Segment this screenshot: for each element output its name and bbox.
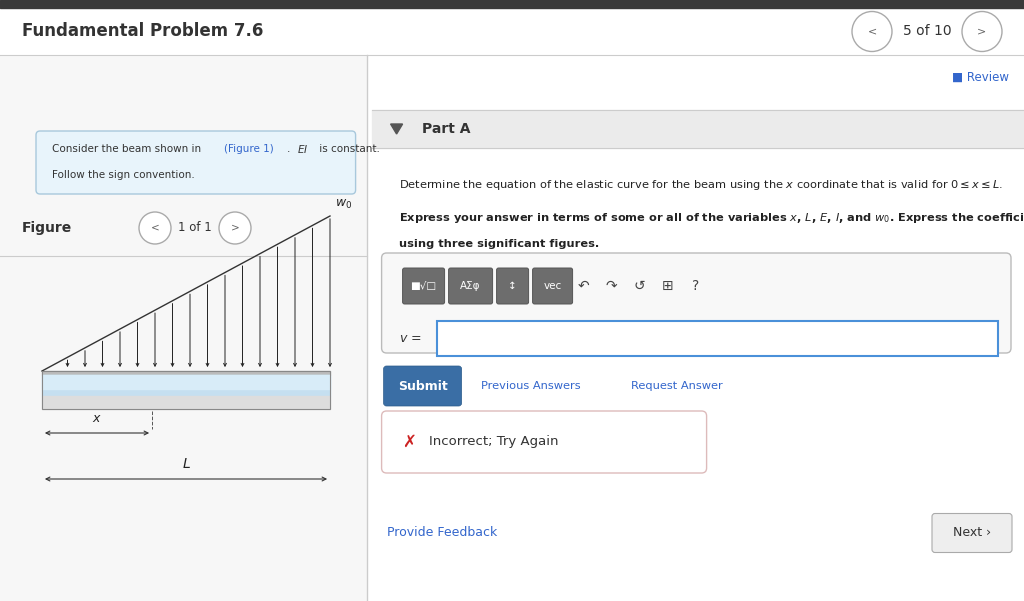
Circle shape <box>962 11 1002 52</box>
FancyBboxPatch shape <box>382 411 707 473</box>
Bar <box>0 55 367 601</box>
FancyBboxPatch shape <box>402 268 444 304</box>
FancyBboxPatch shape <box>384 366 462 406</box>
Polygon shape <box>390 124 402 134</box>
Text: ?: ? <box>692 279 699 293</box>
Text: $EI$: $EI$ <box>297 144 308 156</box>
Text: <: < <box>151 223 160 233</box>
Bar <box>0 0 1024 8</box>
FancyBboxPatch shape <box>532 268 572 304</box>
Text: ΑΣφ: ΑΣφ <box>461 281 481 291</box>
Text: Previous Answers: Previous Answers <box>480 381 581 391</box>
Text: is constant.: is constant. <box>316 144 380 154</box>
Bar <box>0 8 1024 55</box>
Text: $x$: $x$ <box>92 412 102 425</box>
Text: vec: vec <box>544 281 562 291</box>
Text: 5 of 10: 5 of 10 <box>903 25 951 38</box>
Text: Incorrect; Try Again: Incorrect; Try Again <box>429 436 558 448</box>
Bar <box>42 371 330 375</box>
Text: >: > <box>977 26 987 37</box>
Text: ✗: ✗ <box>401 433 416 451</box>
Text: $w_0$: $w_0$ <box>335 198 352 211</box>
Text: $L$: $L$ <box>181 457 190 471</box>
Bar <box>367 55 1024 601</box>
Text: Request Answer: Request Answer <box>631 381 722 391</box>
Text: Determine the equation of the elastic curve for the beam using the $x$ coordinat: Determine the equation of the elastic cu… <box>398 178 1002 192</box>
FancyBboxPatch shape <box>497 268 528 304</box>
Text: 1 of 1: 1 of 1 <box>178 222 212 234</box>
Circle shape <box>852 11 892 52</box>
FancyBboxPatch shape <box>382 253 1011 353</box>
FancyBboxPatch shape <box>932 513 1012 552</box>
Text: >: > <box>230 223 240 233</box>
Text: ↺: ↺ <box>634 279 645 293</box>
Text: Express your answer in terms of some or all of the variables $x$, $L$, $E$, $I$,: Express your answer in terms of some or … <box>398 211 1024 225</box>
Text: ■ Review: ■ Review <box>952 70 1009 84</box>
Text: Part A: Part A <box>422 122 470 136</box>
Text: .: . <box>287 144 294 154</box>
Text: ■√□: ■√□ <box>411 281 436 291</box>
Bar <box>42 375 330 396</box>
Text: Figure: Figure <box>22 221 73 235</box>
Bar <box>42 396 330 409</box>
Text: <: < <box>867 26 877 37</box>
Text: using three significant figures.: using three significant figures. <box>398 239 599 249</box>
Text: (Figure 1): (Figure 1) <box>224 144 273 154</box>
Text: Submit: Submit <box>397 379 447 392</box>
Text: ⊞: ⊞ <box>662 279 674 293</box>
Bar <box>436 320 998 356</box>
Circle shape <box>219 212 251 244</box>
Text: Next ›: Next › <box>953 526 991 540</box>
FancyBboxPatch shape <box>36 131 355 194</box>
FancyBboxPatch shape <box>449 268 493 304</box>
Text: Fundamental Problem 7.6: Fundamental Problem 7.6 <box>22 22 263 40</box>
Text: ↕: ↕ <box>508 281 517 291</box>
Bar <box>42 371 330 409</box>
Bar <box>372 110 1024 148</box>
Bar <box>42 375 330 389</box>
Circle shape <box>139 212 171 244</box>
Text: ↶: ↶ <box>578 279 590 293</box>
Text: ↷: ↷ <box>606 279 617 293</box>
Text: Provide Feedback: Provide Feedback <box>387 526 497 540</box>
Text: Consider the beam shown in: Consider the beam shown in <box>52 144 205 154</box>
Text: $v$ =: $v$ = <box>398 332 421 344</box>
Text: Follow the sign convention.: Follow the sign convention. <box>52 171 195 180</box>
